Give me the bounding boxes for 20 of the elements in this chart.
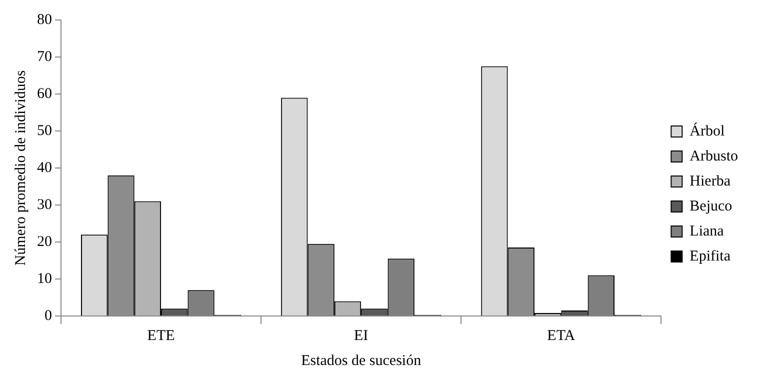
y-tick-label: 0 [44,308,52,324]
legend-label: Árbol [690,122,725,140]
y-tick-label: 30 [37,196,52,213]
y-tick-label: 60 [37,86,52,102]
x-axis-title: Estados de sucesión [301,352,422,369]
legend-label: Liana [690,223,724,240]
y-tick-label: 20 [37,234,52,250]
y-tick-label: 50 [37,122,52,139]
x-tick-label: ETE [147,328,175,344]
legend-label: Hierba [690,173,731,190]
y-tick-label: 10 [37,270,52,287]
legend-label: Arbusto [690,148,738,164]
legend-label: Epifita [690,248,731,264]
legend-label: Bejuco [690,198,732,214]
y-tick-label: 70 [37,48,52,65]
x-tick-label: EI [354,328,368,344]
x-tick-label: ETA [547,328,576,344]
y-axis-title: Número promedio de individuos [12,70,29,266]
y-tick-label: 40 [37,160,52,176]
y-tick-label: 80 [37,12,52,28]
